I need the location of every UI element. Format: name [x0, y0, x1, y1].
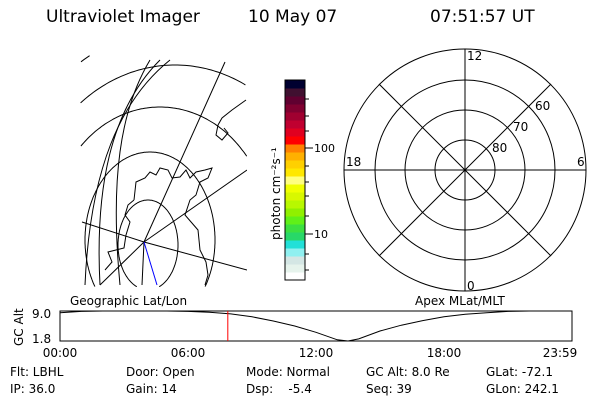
colorbar-tick-10: 10 [314, 228, 328, 241]
mlt-label-18: 18 [346, 155, 361, 169]
filter-status: Flt: LBHL [10, 365, 64, 379]
colorbar-segment [285, 176, 305, 185]
instrument-title: Ultraviolet Imager [46, 7, 200, 27]
colorbar-segment [285, 152, 305, 161]
y-tick-1-8: 1.8 [32, 332, 51, 346]
x-tick-1200: 12:00 [299, 346, 334, 360]
dsp-status: Dsp: -5.4 [246, 382, 312, 396]
date-label: 10 May 07 [248, 7, 338, 27]
x-tick-1800: 18:00 [427, 346, 462, 360]
y-axis-label: GC Alt [12, 308, 26, 346]
lat-label-80: 80 [492, 141, 507, 155]
gc-alt-status: GC Alt: 8.0 Re [366, 365, 450, 379]
colorbar-segment [285, 160, 305, 169]
colorbar-segment [285, 120, 305, 129]
time-label: 07:51:57 UT [430, 7, 535, 27]
colorbar-segment [285, 272, 305, 281]
colorbar-segment [285, 168, 305, 177]
glon-status: GLon: 242.1 [486, 382, 559, 396]
left-map-label: Geographic Lat/Lon [70, 294, 188, 308]
mode-status: Mode: Normal [246, 365, 330, 379]
colorbar-segment [285, 264, 305, 273]
colorbar-segment [285, 248, 305, 257]
altitude-line [59, 310, 572, 342]
door-status: Door: Open [126, 365, 195, 379]
colorbar-segment [285, 80, 305, 89]
colorbar-segment [285, 104, 305, 113]
latitude-ring [80, 55, 90, 63]
spacecraft-track [143, 241, 158, 286]
timeline-frame [59, 310, 573, 342]
latitude-ring [80, 106, 247, 157]
colorbar-segment [285, 128, 305, 137]
latitude-ring [84, 151, 216, 287]
colorbar-segment [285, 200, 305, 209]
x-tick-0600: 06:00 [171, 346, 206, 360]
colorbar-segment [285, 184, 305, 193]
colorbar-label: photon cm⁻²s⁻¹ [269, 147, 283, 240]
x-tick-2359: 23:59 [543, 346, 578, 360]
lat-label-60: 60 [535, 99, 550, 113]
colorbar-segment [285, 192, 305, 201]
latitude-ring [80, 64, 246, 104]
right-map-label: Apex MLat/MLT [415, 294, 505, 308]
ip-status: IP: 36.0 [10, 382, 56, 396]
colorbar-segment [285, 240, 305, 249]
mlt-label-0: 0 [467, 279, 475, 293]
mlt-label-12: 12 [467, 49, 482, 63]
colorbar-segment [285, 136, 305, 145]
mlt-label-6: 6 [577, 155, 585, 169]
lat-label-70: 70 [513, 120, 528, 134]
latitude-ring [117, 199, 179, 287]
colorbar-segment [285, 208, 305, 217]
gain-status: Gain: 14 [126, 382, 177, 396]
colorbar-segment [285, 88, 305, 97]
colorbar-segment [285, 232, 305, 241]
colorbar-segment [285, 96, 305, 105]
colorbar-segment [285, 112, 305, 121]
colorbar-segment [285, 144, 305, 153]
colorbar-tick-100: 100 [314, 142, 335, 155]
seq-status: Seq: 39 [366, 382, 412, 396]
x-tick-0000: 00:00 [43, 346, 78, 360]
y-tick-9: 9.0 [32, 307, 51, 321]
colorbar-segment [285, 224, 305, 233]
glat-status: GLat: -72.1 [486, 365, 553, 379]
colorbar-segment [285, 256, 305, 265]
colorbar-segment [285, 216, 305, 225]
